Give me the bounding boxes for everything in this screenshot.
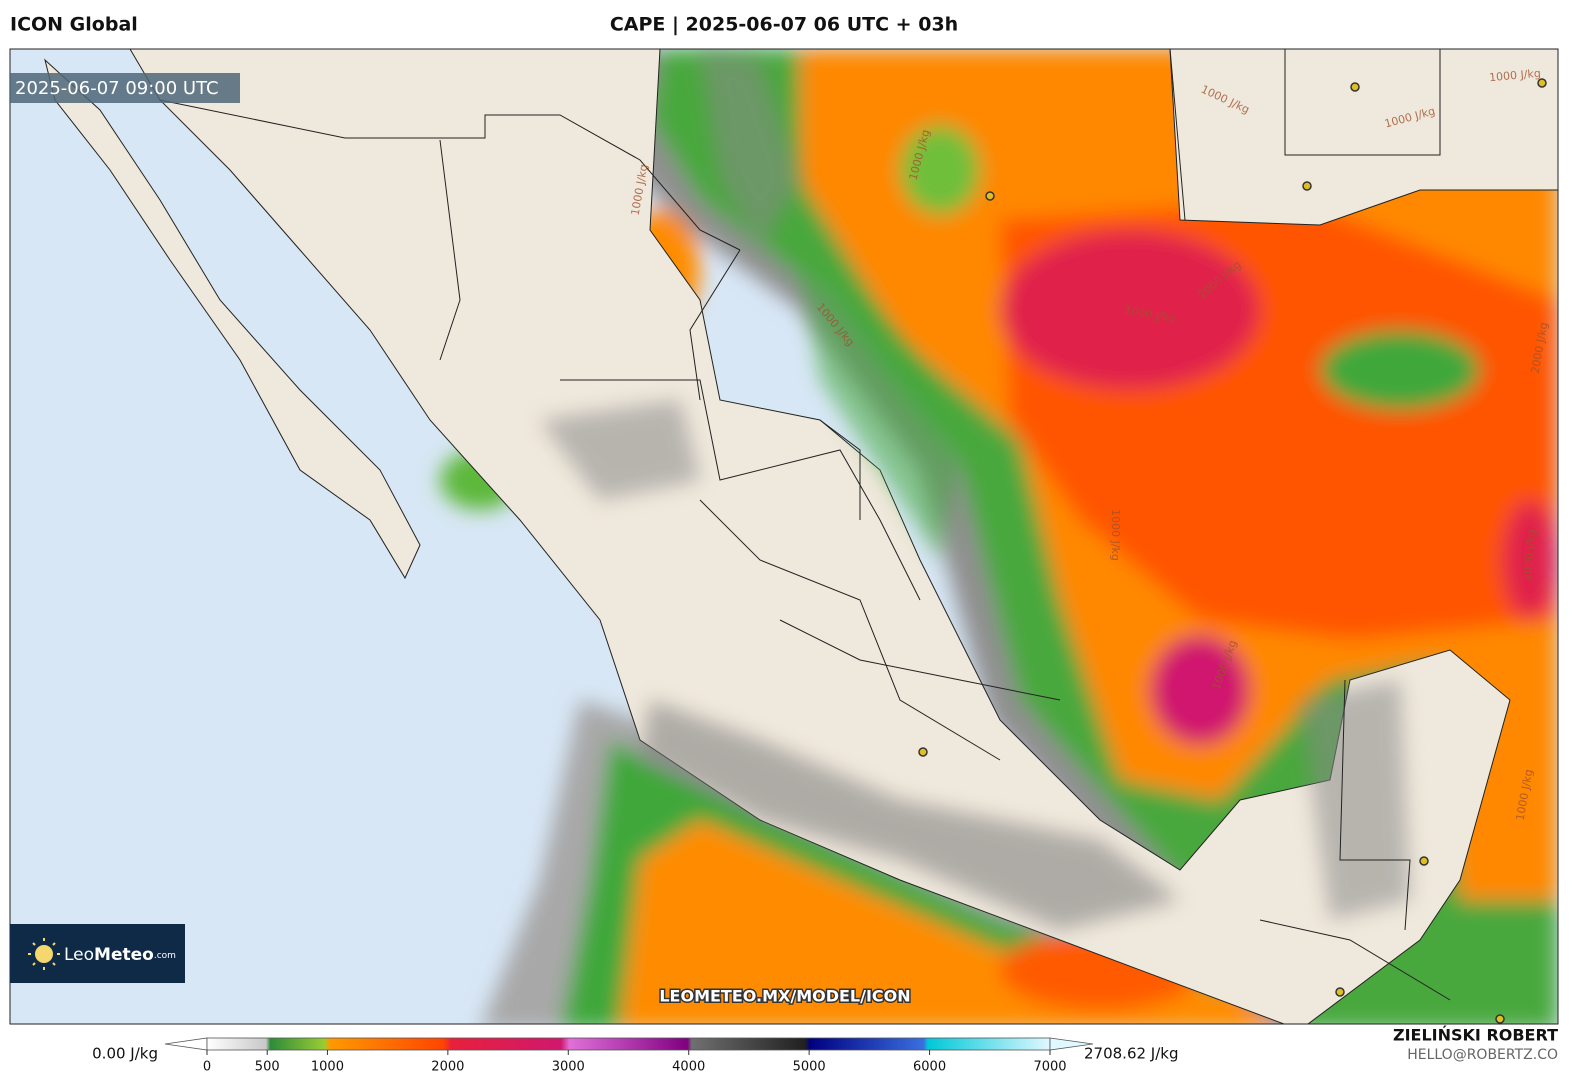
logo-rays xyxy=(28,938,60,970)
time-box xyxy=(10,73,240,103)
colorbar-tick-label: 0 xyxy=(203,1060,211,1075)
colorbar-tick-label: 500 xyxy=(255,1060,280,1075)
colorbar-min-label: 0.00 J/kg xyxy=(92,1045,158,1063)
colorbar-tick-label: 5000 xyxy=(793,1060,826,1075)
colorbar-tick-label: 7000 xyxy=(1033,1060,1066,1075)
colorbar-tick-label: 6000 xyxy=(913,1060,946,1075)
contour-label: 1000 J/kg xyxy=(1109,509,1122,561)
colorbar-max-arrow xyxy=(1049,1037,1094,1051)
watermark: LEOMETEO.MX/MODEL/ICON xyxy=(659,987,910,1006)
land xyxy=(44,49,1558,1024)
colorbar-gradient xyxy=(206,1037,1051,1051)
logo-suffix: .com xyxy=(154,951,176,961)
logo: LeoMeteo.com xyxy=(10,924,185,983)
contour-label: 1000 J/kg xyxy=(1489,67,1542,84)
colorbar-tick-label: 1000 xyxy=(311,1060,344,1075)
colorbar-tick-label: 4000 xyxy=(672,1060,705,1075)
colorbar-max-label: 2708.62 J/kg xyxy=(1084,1045,1178,1063)
borders xyxy=(159,49,1451,1001)
city-markers xyxy=(918,78,1547,1024)
colorbar-min-arrow xyxy=(164,1037,208,1051)
model-name: ICON Global xyxy=(10,14,138,36)
map-title: CAPE | 2025-06-07 06 UTC + 03h xyxy=(610,14,958,36)
author: ZIELIŃSKI ROBERT xyxy=(1393,1026,1558,1045)
logo-sun xyxy=(35,945,53,963)
map-frame xyxy=(9,48,1559,1025)
logo-text: LeoMeteo.com xyxy=(64,945,176,965)
contour-label: 2000 J/kg xyxy=(1521,529,1538,582)
contact: HELLO@ROBERTZ.CO xyxy=(1407,1047,1558,1063)
logo-leo: Leo xyxy=(64,945,94,965)
valid-time: 2025-06-07 09:00 UTC xyxy=(15,78,219,99)
colorbar-tick-label: 2000 xyxy=(431,1060,464,1075)
colorbar: 0 500 1000 2000 3000 4000 5000 6000 7000 xyxy=(164,1037,1094,1075)
logo-meteo: Meteo xyxy=(94,945,154,965)
colorbar-tick-label: 3000 xyxy=(552,1060,585,1075)
